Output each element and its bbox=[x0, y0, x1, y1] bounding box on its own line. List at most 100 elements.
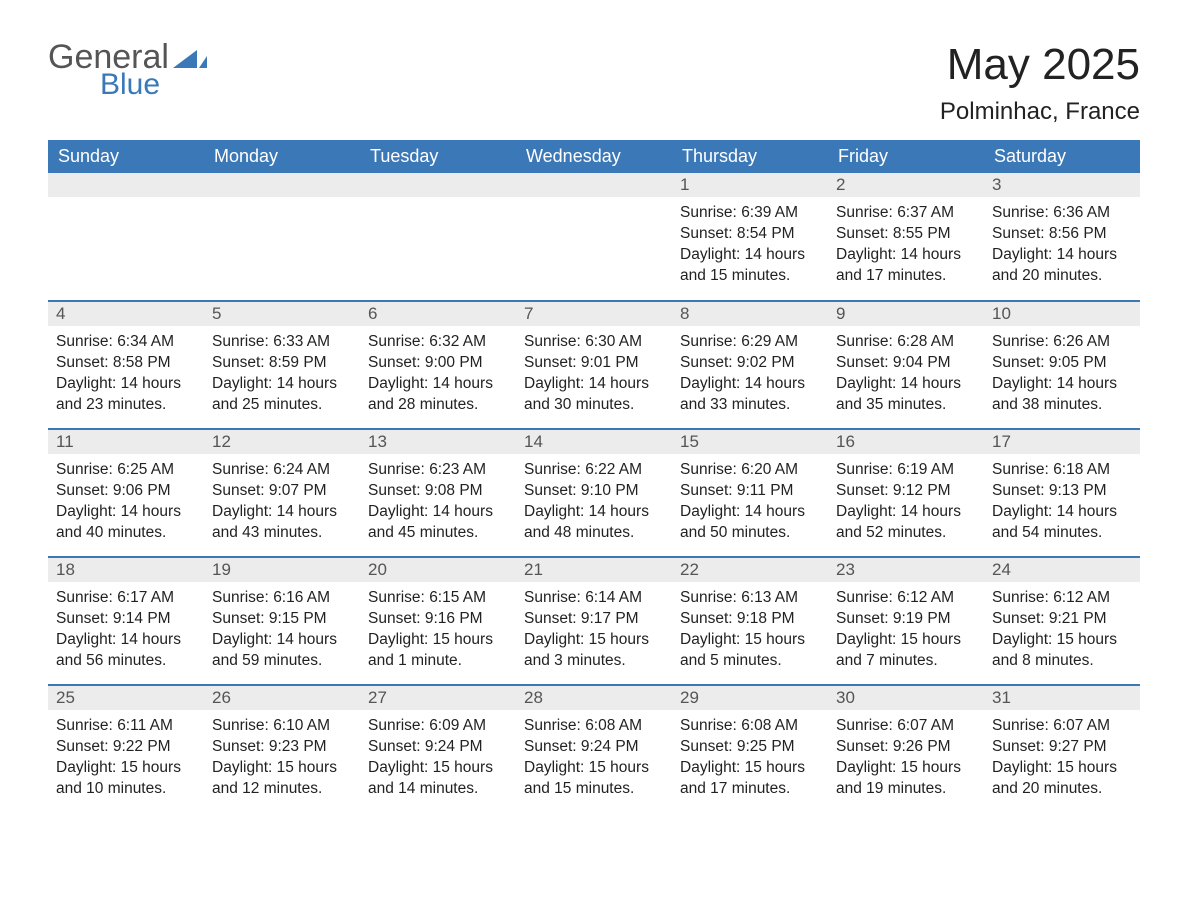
sunrise-label: Sunrise: bbox=[212, 461, 269, 478]
sunset-label: Sunset: bbox=[836, 738, 889, 755]
day-number: 21 bbox=[516, 558, 672, 582]
sunrise-label: Sunrise: bbox=[992, 717, 1049, 734]
sunrise-label: Sunrise: bbox=[680, 589, 737, 606]
sunset-value: 8:55 PM bbox=[893, 225, 951, 242]
sunset-value: 9:27 PM bbox=[1049, 738, 1107, 755]
day-number: 6 bbox=[360, 302, 516, 326]
day-info-line: Sunrise: 6:37 AM bbox=[836, 203, 976, 224]
logo: General Blue bbox=[48, 40, 207, 102]
day-info-line: Sunset: 9:01 PM bbox=[524, 353, 664, 374]
calendar-cell: 23Sunrise: 6:12 AMSunset: 9:19 PMDayligh… bbox=[828, 557, 984, 685]
day-info-line: Sunset: 8:59 PM bbox=[212, 353, 352, 374]
daylight-label: Daylight: bbox=[992, 375, 1052, 392]
sunrise-value: 6:23 AM bbox=[429, 461, 486, 478]
sunrise-value: 6:10 AM bbox=[273, 717, 330, 734]
day-info-line: Sunset: 9:06 PM bbox=[56, 481, 196, 502]
sunset-value: 9:02 PM bbox=[737, 354, 795, 371]
sunset-label: Sunset: bbox=[212, 738, 265, 755]
day-info: Sunrise: 6:19 AMSunset: 9:12 PMDaylight:… bbox=[828, 454, 984, 554]
sunset-value: 9:18 PM bbox=[737, 610, 795, 627]
sunset-value: 9:24 PM bbox=[425, 738, 483, 755]
sunset-value: 8:56 PM bbox=[1049, 225, 1107, 242]
daylight-line: Daylight: 15 hours and 7 minutes. bbox=[836, 630, 976, 672]
day-info-line: Sunrise: 6:23 AM bbox=[368, 460, 508, 481]
day-number: 8 bbox=[672, 302, 828, 326]
sunrise-label: Sunrise: bbox=[680, 204, 737, 221]
day-info: Sunrise: 6:13 AMSunset: 9:18 PMDaylight:… bbox=[672, 582, 828, 682]
calendar-cell: 14Sunrise: 6:22 AMSunset: 9:10 PMDayligh… bbox=[516, 429, 672, 557]
sunrise-value: 6:18 AM bbox=[1053, 461, 1110, 478]
day-info-line: Sunrise: 6:36 AM bbox=[992, 203, 1132, 224]
sunrise-value: 6:39 AM bbox=[741, 204, 798, 221]
daylight-line: Daylight: 15 hours and 3 minutes. bbox=[524, 630, 664, 672]
calendar-week-row: 1Sunrise: 6:39 AMSunset: 8:54 PMDaylight… bbox=[48, 173, 1140, 301]
day-number: 16 bbox=[828, 430, 984, 454]
day-info: Sunrise: 6:07 AMSunset: 9:27 PMDaylight:… bbox=[984, 710, 1140, 810]
daylight-label: Daylight: bbox=[524, 631, 584, 648]
day-info-line: Sunset: 9:10 PM bbox=[524, 481, 664, 502]
calendar-cell: 9Sunrise: 6:28 AMSunset: 9:04 PMDaylight… bbox=[828, 301, 984, 429]
calendar-cell: 5Sunrise: 6:33 AMSunset: 8:59 PMDaylight… bbox=[204, 301, 360, 429]
day-info-line: Sunset: 8:56 PM bbox=[992, 224, 1132, 245]
day-info-line: Sunrise: 6:07 AM bbox=[992, 716, 1132, 737]
day-info: Sunrise: 6:08 AMSunset: 9:24 PMDaylight:… bbox=[516, 710, 672, 810]
daylight-label: Daylight: bbox=[524, 375, 584, 392]
calendar-cell: 8Sunrise: 6:29 AMSunset: 9:02 PMDaylight… bbox=[672, 301, 828, 429]
calendar-cell: 11Sunrise: 6:25 AMSunset: 9:06 PMDayligh… bbox=[48, 429, 204, 557]
day-info: Sunrise: 6:17 AMSunset: 9:14 PMDaylight:… bbox=[48, 582, 204, 682]
logo-triangle-icon bbox=[173, 46, 207, 68]
sunset-label: Sunset: bbox=[368, 354, 421, 371]
daylight-line: Daylight: 15 hours and 8 minutes. bbox=[992, 630, 1132, 672]
sunrise-label: Sunrise: bbox=[368, 717, 425, 734]
day-info: Sunrise: 6:08 AMSunset: 9:25 PMDaylight:… bbox=[672, 710, 828, 810]
sunset-value: 9:01 PM bbox=[581, 354, 639, 371]
sunrise-label: Sunrise: bbox=[56, 461, 113, 478]
calendar-cell bbox=[360, 173, 516, 301]
sunrise-value: 6:33 AM bbox=[273, 333, 330, 350]
daylight-line: Daylight: 14 hours and 52 minutes. bbox=[836, 502, 976, 544]
day-info-line: Sunrise: 6:14 AM bbox=[524, 588, 664, 609]
daylight-line: Daylight: 15 hours and 1 minute. bbox=[368, 630, 508, 672]
daylight-label: Daylight: bbox=[836, 503, 896, 520]
calendar-cell: 31Sunrise: 6:07 AMSunset: 9:27 PMDayligh… bbox=[984, 685, 1140, 813]
day-info-line: Sunrise: 6:12 AM bbox=[992, 588, 1132, 609]
day-info-line: Sunset: 9:24 PM bbox=[524, 737, 664, 758]
sunrise-label: Sunrise: bbox=[836, 204, 893, 221]
sunrise-value: 6:08 AM bbox=[741, 717, 798, 734]
day-number: 10 bbox=[984, 302, 1140, 326]
weekday-header: Friday bbox=[828, 140, 984, 173]
day-info-line: Sunrise: 6:39 AM bbox=[680, 203, 820, 224]
daylight-label: Daylight: bbox=[56, 375, 116, 392]
sunset-label: Sunset: bbox=[680, 354, 733, 371]
sunset-label: Sunset: bbox=[680, 225, 733, 242]
daylight-label: Daylight: bbox=[680, 375, 740, 392]
calendar-cell: 26Sunrise: 6:10 AMSunset: 9:23 PMDayligh… bbox=[204, 685, 360, 813]
sunset-label: Sunset: bbox=[836, 482, 889, 499]
calendar-week-row: 11 Sunrise: 6:25 AMSunset: 9:06 PM Dayligh… bbox=[48, 429, 1140, 557]
sunrise-value: 6:12 AM bbox=[897, 589, 954, 606]
calendar-cell: 28Sunrise: 6:08 AMSunset: 9:24 PMDayligh… bbox=[516, 685, 672, 813]
daylight-line: Daylight: 14 hours and 20 minutes. bbox=[992, 245, 1132, 287]
daylight-label: Daylight: bbox=[368, 631, 428, 648]
day-info: Sunrise: 6:36 AMSunset: 8:56 PMDaylight:… bbox=[984, 197, 1140, 297]
day-info: Sunrise: 6:39 AMSunset: 8:54 PMDaylight:… bbox=[672, 197, 828, 297]
day-number: 11 bbox=[48, 430, 204, 454]
daylight-line: Daylight: 14 hours and 45 minutes. bbox=[368, 502, 508, 544]
sunset-label: Sunset: bbox=[836, 354, 889, 371]
calendar-cell: 18Sunrise: 6:17 AMSunset: 9:14 PMDayligh… bbox=[48, 557, 204, 685]
daylight-line: Daylight: 14 hours and 23 minutes. bbox=[56, 374, 196, 416]
daylight-label: Daylight: bbox=[992, 631, 1052, 648]
sunrise-label: Sunrise: bbox=[836, 589, 893, 606]
daylight-label: Daylight: bbox=[836, 631, 896, 648]
sunset-value: 9:12 PM bbox=[893, 482, 951, 499]
daylight-line: Daylight: 14 hours and 59 minutes. bbox=[212, 630, 352, 672]
day-info-line: Sunrise: 6:17 AM bbox=[56, 588, 196, 609]
daylight-label: Daylight: bbox=[680, 631, 740, 648]
calendar-week-row: 4Sunrise: 6:34 AMSunset: 8:58 PMDaylight… bbox=[48, 301, 1140, 429]
daylight-line: Daylight: 15 hours and 20 minutes. bbox=[992, 758, 1132, 800]
day-info-line: Sunrise: 6:25 AM bbox=[56, 460, 196, 481]
sunrise-label: Sunrise: bbox=[368, 461, 425, 478]
day-number: 9 bbox=[828, 302, 984, 326]
day-number: 22 bbox=[672, 558, 828, 582]
day-info: Sunrise: 6:12 AMSunset: 9:21 PMDaylight:… bbox=[984, 582, 1140, 682]
